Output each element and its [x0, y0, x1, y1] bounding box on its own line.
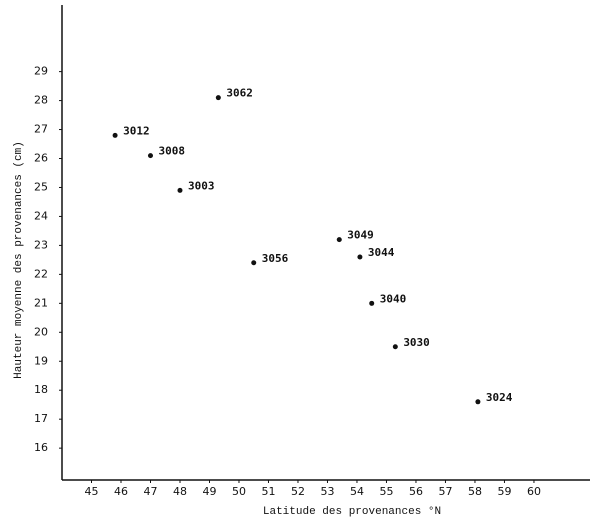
- y-axis-title: Hauteur moyenne des provenances (cm): [13, 141, 25, 379]
- y-tick-label: 26: [34, 152, 48, 165]
- point: [357, 254, 363, 260]
- point: [215, 95, 221, 101]
- point: [392, 344, 398, 350]
- x-tick-label: 57: [438, 485, 452, 498]
- y-tick-label: 29: [34, 65, 48, 78]
- y-tick-label: 18: [34, 383, 48, 396]
- point: [336, 237, 342, 243]
- point-label: 3049: [347, 229, 374, 242]
- y-tick-label: 23: [34, 238, 48, 251]
- x-tick-label: 50: [232, 485, 246, 498]
- y-tick-label: 20: [34, 325, 48, 338]
- y-tick-label: 24: [34, 209, 48, 222]
- x-tick-label: 56: [409, 485, 423, 498]
- x-tick-label: 47: [143, 485, 157, 498]
- x-tick-label: 52: [291, 485, 305, 498]
- y-tick-label: 17: [34, 412, 48, 425]
- y-tick-label: 21: [34, 296, 48, 309]
- point: [112, 132, 118, 138]
- x-tick-label: 49: [202, 485, 216, 498]
- point-label: 3012: [123, 124, 150, 137]
- x-tick-label: 51: [261, 485, 275, 498]
- point: [475, 399, 481, 405]
- point-label: 3024: [486, 391, 513, 404]
- x-tick-label: 53: [320, 485, 334, 498]
- point: [147, 153, 153, 159]
- x-tick-label: 45: [84, 485, 98, 498]
- y-tick-label: 27: [34, 123, 48, 136]
- point-label: 3056: [262, 252, 289, 265]
- y-tick-label: 16: [34, 441, 48, 454]
- point-label: 3062: [226, 87, 253, 100]
- x-tick-label: 60: [527, 485, 541, 498]
- y-tick-label: 22: [34, 267, 48, 280]
- x-tick-label: 58: [468, 485, 482, 498]
- x-tick-label: 46: [114, 485, 128, 498]
- x-tick-label: 55: [379, 485, 393, 498]
- point-label: 3040: [380, 292, 407, 305]
- point: [369, 300, 375, 306]
- y-tick-label: 28: [34, 94, 48, 107]
- point-label: 3044: [368, 246, 395, 259]
- y-tick-label: 19: [34, 354, 48, 367]
- point-label: 3008: [158, 145, 185, 158]
- x-tick-label: 48: [173, 485, 187, 498]
- y-tick-label: 25: [34, 180, 48, 193]
- x-tick-label: 59: [497, 485, 511, 498]
- point: [251, 260, 257, 266]
- x-tick-label: 54: [350, 485, 364, 498]
- x-axis-title: Latitude des provenances °N: [263, 506, 441, 518]
- point-label: 3003: [188, 179, 215, 192]
- point: [177, 187, 183, 193]
- point-label: 3030: [403, 336, 430, 349]
